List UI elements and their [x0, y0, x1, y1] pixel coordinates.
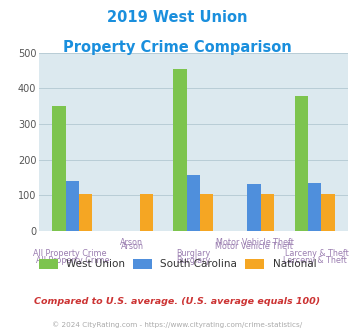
Bar	[321, 194, 334, 231]
Text: Arson: Arson	[120, 238, 143, 247]
Text: Burglary: Burglary	[176, 249, 211, 258]
Bar	[261, 194, 274, 231]
Bar	[79, 194, 92, 231]
Text: All Property Crime: All Property Crime	[33, 249, 107, 258]
Text: All Property Crime: All Property Crime	[36, 256, 109, 265]
Bar	[308, 183, 321, 231]
Bar	[187, 175, 200, 231]
Bar	[295, 96, 308, 231]
Text: Arson: Arson	[121, 242, 144, 251]
Text: Motor Vehicle Theft: Motor Vehicle Theft	[215, 242, 293, 251]
Bar	[140, 194, 153, 231]
Text: Larceny & Theft: Larceny & Theft	[283, 256, 346, 265]
Text: Larceny & Theft: Larceny & Theft	[285, 249, 349, 258]
Text: 2019 West Union: 2019 West Union	[107, 10, 248, 25]
Bar	[174, 69, 187, 231]
Bar	[200, 194, 213, 231]
Text: Property Crime Comparison: Property Crime Comparison	[63, 40, 292, 54]
Text: © 2024 CityRating.com - https://www.cityrating.com/crime-statistics/: © 2024 CityRating.com - https://www.city…	[53, 322, 302, 328]
Text: Motor Vehicle Theft: Motor Vehicle Theft	[216, 238, 294, 247]
Bar	[53, 106, 66, 231]
Legend: West Union, South Carolina, National: West Union, South Carolina, National	[35, 255, 320, 274]
Text: Compared to U.S. average. (U.S. average equals 100): Compared to U.S. average. (U.S. average …	[34, 297, 321, 306]
Text: Burglary: Burglary	[176, 256, 211, 265]
Bar	[247, 183, 261, 231]
Bar	[66, 181, 79, 231]
